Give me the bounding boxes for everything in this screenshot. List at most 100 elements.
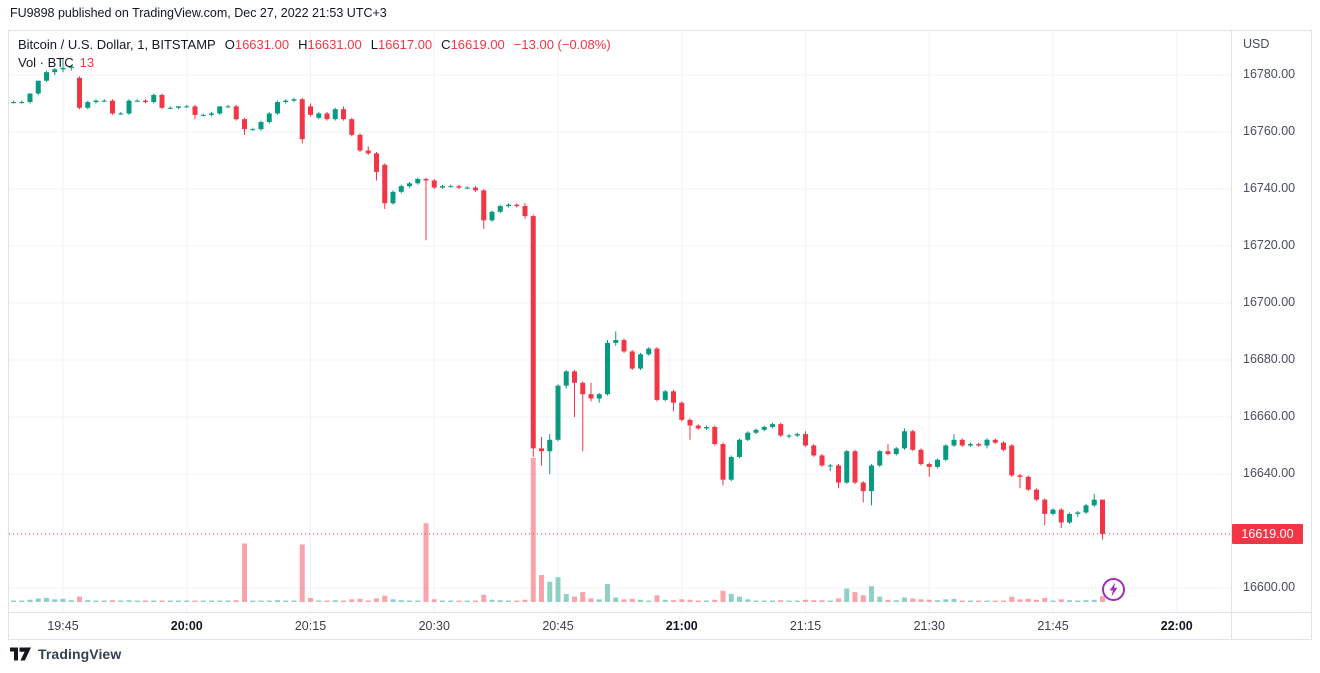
volume-bar	[415, 600, 421, 602]
candle-body	[885, 451, 891, 455]
time-axis-label: 22:00	[1160, 619, 1193, 633]
time-axis[interactable]: 19:45 20:00 20:15 20:30 20:45 21:00 21:15 21:30…	[8, 612, 1231, 640]
volume-bar	[209, 600, 214, 602]
candle-body	[77, 77, 82, 108]
volume-bar	[728, 593, 734, 602]
price-axis[interactable]: USD 16780.00 16760.00 16740.00 16720.00 1670…	[1232, 30, 1312, 612]
volume-bar	[332, 600, 338, 602]
volume-bar	[93, 600, 99, 602]
candle-body	[506, 204, 511, 207]
currency-label: USD	[1243, 37, 1270, 51]
candle-body	[431, 180, 437, 188]
volume-bar	[407, 600, 412, 602]
candle-body	[1042, 499, 1048, 514]
boost-button[interactable]	[1101, 577, 1126, 602]
candle-body	[646, 348, 652, 355]
price-axis-label: 16720.00	[1243, 238, 1296, 252]
volume-bar	[530, 458, 536, 602]
volume-bar	[390, 599, 396, 602]
candle-body	[440, 186, 445, 188]
volume-value: 13	[79, 55, 95, 70]
candle-body	[407, 183, 412, 187]
volume-bar	[85, 600, 91, 602]
candle-body	[737, 439, 742, 457]
candle-body	[60, 67, 66, 70]
volume-bar	[134, 600, 140, 602]
volume-bar	[68, 600, 74, 602]
price-axis-label: 16700.00	[1243, 295, 1296, 309]
volume-bar	[431, 599, 437, 602]
volume-bar	[580, 592, 586, 602]
candle-body	[811, 445, 817, 456]
volume-bar	[902, 597, 907, 602]
volume-bar	[1009, 596, 1015, 602]
candle-body	[250, 129, 256, 131]
volume-bar	[522, 599, 528, 602]
volume-bar	[621, 599, 627, 602]
volume-bar	[555, 577, 561, 602]
candle-body	[968, 444, 973, 446]
volume-bar	[803, 599, 808, 602]
volume-bar	[1083, 600, 1089, 602]
candle-body	[349, 119, 355, 135]
volume-bar	[794, 600, 800, 602]
volume-bar	[473, 600, 478, 602]
tradingview-logo[interactable]: TradingView	[10, 646, 121, 662]
volume-bar	[827, 600, 833, 602]
candle-body	[877, 451, 883, 466]
volume-bar	[514, 600, 520, 602]
volume-bar	[283, 600, 289, 602]
volume-bar	[291, 600, 297, 602]
candle-body	[308, 106, 313, 115]
time-axis-label: 21:00	[665, 619, 698, 633]
volume-bar	[126, 600, 132, 602]
volume-bar	[1034, 599, 1039, 602]
candle-body	[778, 424, 784, 436]
candle-body	[712, 426, 718, 445]
candle-body	[19, 102, 25, 104]
candle-body	[943, 445, 949, 460]
volume-bar	[671, 600, 676, 602]
volume-bar	[1075, 600, 1081, 602]
volume-bar	[1017, 599, 1023, 602]
legend-volume-row: Vol · BTC 13	[18, 54, 611, 72]
volume-bar	[1025, 598, 1031, 602]
candle-body	[1009, 445, 1015, 476]
volume-bar	[860, 595, 866, 602]
volume-bar	[959, 600, 965, 602]
volume-bar	[720, 590, 726, 602]
volume-bar	[753, 600, 759, 602]
volume-bar	[654, 595, 660, 602]
volume-bar	[885, 599, 891, 602]
volume-bar	[448, 600, 454, 602]
candle-body	[93, 100, 99, 103]
volume-bar	[1100, 596, 1105, 602]
candle-body	[984, 439, 990, 446]
volume-bar	[110, 600, 115, 602]
candle-body	[1100, 499, 1105, 534]
volume-bar	[242, 543, 247, 602]
candle-body	[11, 102, 16, 104]
volume-bar	[374, 598, 379, 602]
volume-bar	[629, 598, 635, 602]
volume-bar	[258, 600, 264, 602]
volume-bar	[976, 600, 982, 602]
candle-body	[143, 100, 148, 103]
volume-bar	[365, 600, 371, 602]
candle-body	[687, 419, 693, 426]
volume-label: Vol · BTC	[18, 55, 74, 70]
volume-bar	[770, 600, 775, 602]
volume-bar	[877, 596, 883, 602]
time-axis-label: 21:30	[913, 619, 945, 633]
candle-body	[662, 391, 668, 400]
volume-bar	[926, 599, 932, 602]
volume-bar	[596, 599, 602, 602]
candle-body	[365, 150, 371, 154]
candle-body	[605, 342, 610, 395]
volume-bar	[192, 600, 198, 602]
last-price-badge: 16619.00	[1232, 523, 1303, 544]
candle-body	[869, 465, 874, 492]
candle-body	[629, 351, 635, 369]
candle-body	[85, 102, 91, 108]
